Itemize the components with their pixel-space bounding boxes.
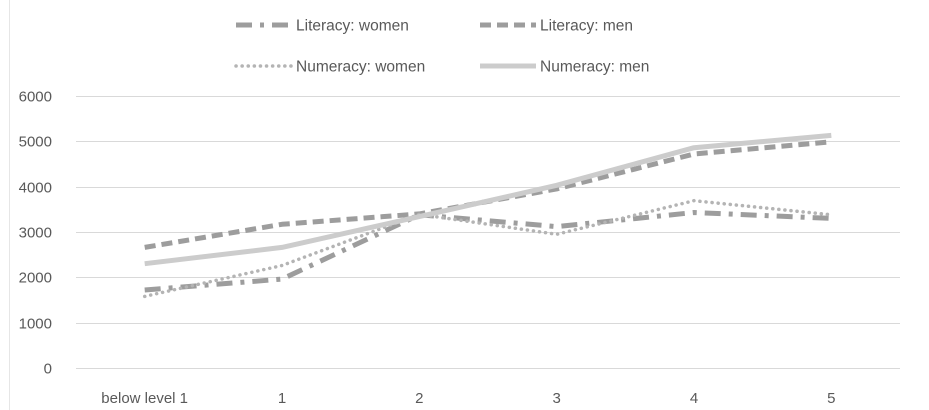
legend: Literacy: women Literacy: men Numeracy: wo… bbox=[234, 18, 649, 76]
x-tick-label: 2 bbox=[415, 390, 423, 407]
series-line-numeracy-men bbox=[144, 132, 832, 267]
series-line-literacy-men bbox=[144, 139, 832, 250]
x-tick-label: 4 bbox=[690, 390, 698, 407]
legend-label-literacy-men: Literacy: men bbox=[540, 18, 633, 35]
series-line-literacy-women bbox=[144, 210, 832, 293]
gridlines bbox=[76, 96, 900, 369]
y-tick-label: 2000 bbox=[19, 270, 52, 287]
y-tick-label: 3000 bbox=[19, 225, 52, 242]
y-tick-label: 0 bbox=[44, 361, 52, 378]
y-tick-label: 4000 bbox=[19, 180, 52, 197]
x-tick-label: below level 1 bbox=[101, 390, 188, 407]
x-tick-label: 5 bbox=[827, 390, 835, 407]
y-tick-label: 5000 bbox=[19, 134, 52, 151]
x-axis-ticks: below level 1 1 2 3 4 5 bbox=[101, 390, 835, 407]
y-tick-label: 1000 bbox=[19, 316, 52, 333]
legend-label-numeracy-men: Numeracy: men bbox=[540, 59, 649, 76]
y-axis-ticks: 0 1000 2000 3000 4000 5000 6000 bbox=[19, 89, 52, 378]
series-lines bbox=[142, 132, 834, 299]
x-tick-label: 1 bbox=[278, 390, 286, 407]
y-tick-label: 6000 bbox=[19, 89, 52, 106]
series-line-numeracy-women bbox=[142, 198, 834, 299]
legend-label-literacy-women: Literacy: women bbox=[296, 18, 409, 35]
x-tick-label: 3 bbox=[552, 390, 560, 407]
legend-label-numeracy-women: Numeracy: women bbox=[296, 59, 425, 76]
